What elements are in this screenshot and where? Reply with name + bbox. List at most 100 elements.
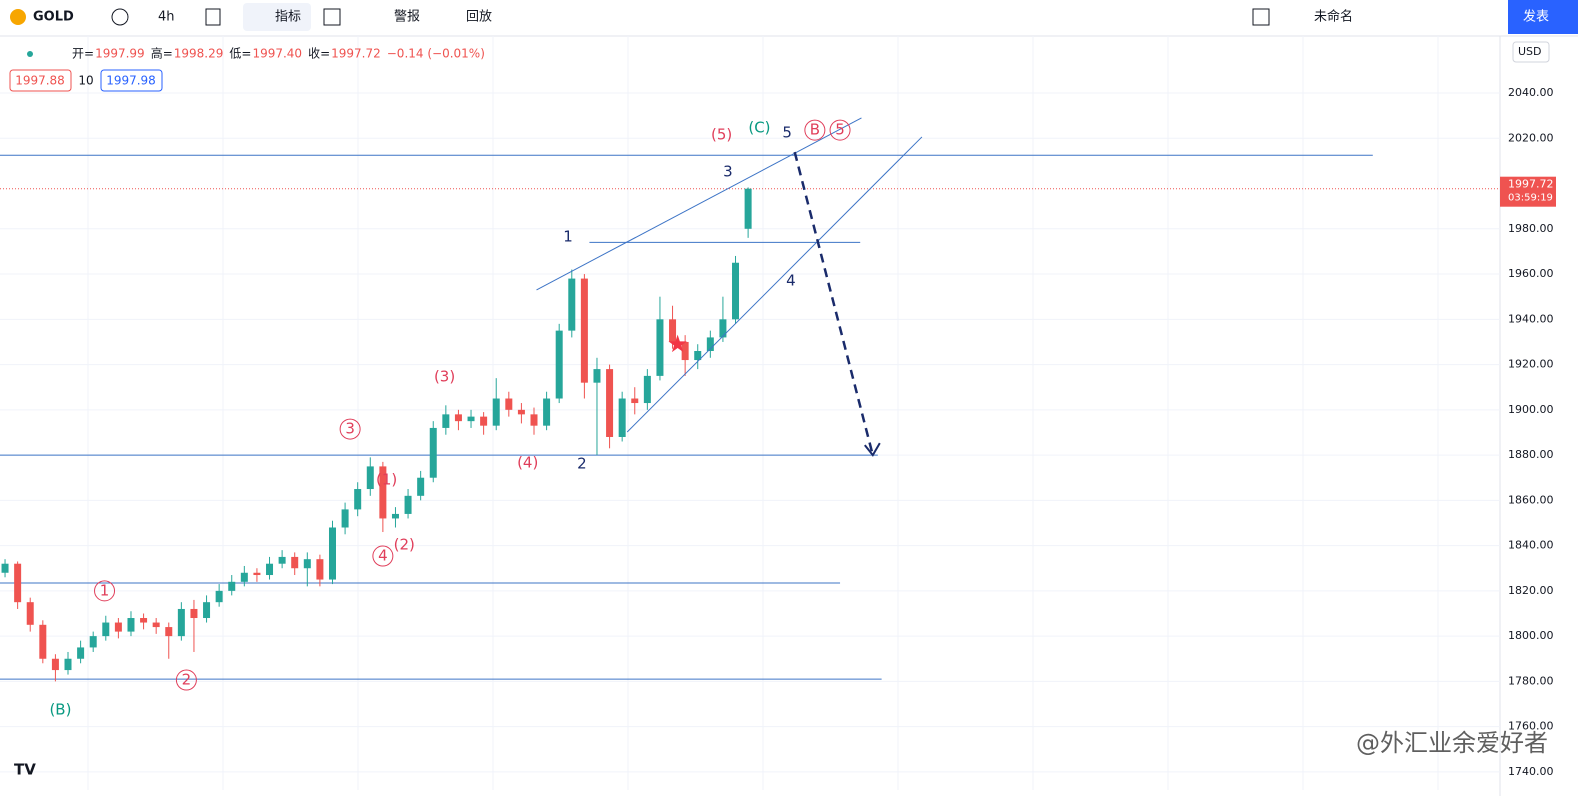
- annotation: ★: [667, 330, 689, 358]
- candle-body: [341, 509, 349, 528]
- candle-body: [177, 608, 185, 637]
- templates[interactable]: [323, 8, 341, 26]
- publish[interactable]: 发表: [1523, 9, 1549, 25]
- candle-body: [442, 414, 450, 428]
- candle-body: [303, 559, 311, 569]
- candle-body: [505, 398, 513, 410]
- candle-body: [706, 337, 714, 351]
- candle-body: [127, 618, 135, 632]
- candle-body: [215, 590, 223, 603]
- chart-type[interactable]: [205, 8, 221, 26]
- candle-body: [379, 466, 387, 519]
- annotation-circle: [175, 669, 197, 691]
- y-tick-label: 1800.00: [1508, 629, 1554, 642]
- candle-body: [1, 563, 9, 573]
- tv-logo: TV: [14, 761, 36, 779]
- symbol[interactable]: GOLD: [33, 10, 74, 25]
- candle-body: [291, 556, 299, 569]
- candle-body: [278, 556, 286, 564]
- countdown: 03:59:19: [1508, 193, 1553, 204]
- ask[interactable]: 1997.98: [106, 74, 156, 88]
- projection-arrow: [793, 151, 875, 456]
- candle-body: [618, 398, 626, 437]
- legend-value: 1997.99: [95, 47, 145, 61]
- candle-body: [467, 416, 475, 422]
- replay[interactable]: 回放: [466, 10, 492, 25]
- candle-body: [631, 398, 639, 404]
- legend-value: 1997.72: [331, 47, 381, 61]
- candle-body: [14, 563, 22, 603]
- candle-body: [240, 572, 248, 582]
- annotation: 4: [786, 271, 796, 289]
- alert[interactable]: 警报: [394, 9, 420, 25]
- candle-body: [114, 622, 122, 632]
- y-tick-label: 2020.00: [1508, 131, 1554, 144]
- annotation: (4): [517, 454, 538, 472]
- annotation-circle: [829, 119, 851, 141]
- bid[interactable]: 1997.88: [15, 74, 65, 88]
- candle-body: [417, 477, 425, 496]
- legend-label: 开=: [72, 47, 94, 61]
- indicators-button[interactable]: [243, 3, 311, 31]
- candle-body: [266, 563, 274, 576]
- y-tick-label: 1760.00: [1508, 720, 1554, 733]
- candle-body: [328, 527, 336, 580]
- layout-icon[interactable]: [1252, 8, 1270, 26]
- legend-label: 收=: [308, 47, 330, 61]
- y-tick-label: 1920.00: [1508, 358, 1554, 371]
- legend: 开= 1997.99 高= 1998.29 低= 1997.40 收= 1997.72 −0.1…: [27, 46, 485, 61]
- currency-box[interactable]: [1512, 41, 1550, 63]
- annotation: (5): [711, 126, 732, 144]
- status-dot: [27, 51, 33, 57]
- annotation: (1): [376, 470, 397, 488]
- candle-body: [429, 427, 437, 478]
- symbol-icon: [10, 9, 26, 25]
- y-tick-label: 1980.00: [1508, 222, 1554, 235]
- indicators[interactable]: 指标: [275, 10, 301, 25]
- ask-box[interactable]: [100, 69, 163, 92]
- annotation: 5: [835, 121, 845, 139]
- y-tick-label: 1860.00: [1508, 493, 1554, 506]
- candle-body: [681, 341, 689, 361]
- legend-value: 1998.29: [174, 47, 224, 61]
- interval[interactable]: 4h: [158, 10, 175, 25]
- publish-button[interactable]: [1508, 0, 1578, 34]
- bid-box[interactable]: [9, 69, 72, 92]
- candle-body: [51, 658, 59, 671]
- candle-body: [555, 330, 563, 399]
- candle-body: [517, 409, 525, 415]
- annotation: (2): [394, 535, 415, 553]
- candle-body: [669, 319, 677, 342]
- legend-label: 高=: [151, 46, 173, 61]
- watermark: @外汇业余爱好者: [1356, 729, 1548, 757]
- annotation: 2: [577, 455, 587, 473]
- candle-body: [694, 350, 702, 361]
- candle-body: [366, 466, 374, 490]
- trend-line: [536, 117, 862, 291]
- candle-body: [732, 262, 740, 320]
- candle-body: [543, 398, 551, 426]
- annotation: (B): [49, 701, 71, 719]
- candle-body: [404, 495, 412, 514]
- candle-body: [89, 636, 97, 648]
- annotation: (3): [434, 368, 455, 386]
- arrow-head: [864, 442, 881, 457]
- annotation: 1: [563, 227, 573, 245]
- candle-body: [39, 624, 47, 659]
- layout-name[interactable]: 未命名: [1314, 9, 1353, 25]
- currency[interactable]: USD: [1518, 45, 1542, 58]
- last-price-tag: [1500, 176, 1556, 207]
- y-tick-label: 2040.00: [1508, 86, 1554, 99]
- candle-body: [26, 602, 34, 625]
- candle-body: [102, 622, 110, 637]
- annotation-circle: [372, 545, 394, 567]
- annotation: 1: [100, 581, 110, 599]
- annotation-circle: [804, 119, 826, 141]
- last-price-label: 1997.72: [1508, 178, 1554, 191]
- annotation: 3: [345, 420, 355, 438]
- add-symbol[interactable]: [111, 8, 129, 26]
- annotation: 4: [378, 547, 388, 565]
- y-tick-label: 1880.00: [1508, 448, 1554, 461]
- candle-body: [744, 188, 752, 229]
